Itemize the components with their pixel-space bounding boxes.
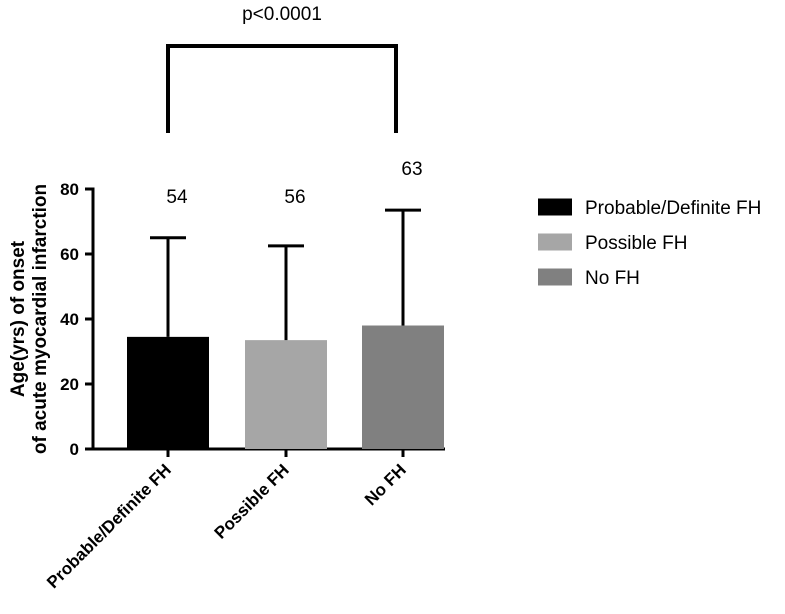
legend-swatch-2 bbox=[538, 268, 572, 286]
bar-2 bbox=[362, 325, 444, 449]
bars bbox=[127, 325, 444, 449]
significance-annotation: p<0.0001 bbox=[166, 4, 398, 133]
data-label-0: 54 bbox=[166, 187, 188, 208]
y-tick-label-4: 80 bbox=[60, 180, 79, 199]
y-tick-label-0: 0 bbox=[70, 440, 79, 459]
p-value-label: p<0.0001 bbox=[242, 4, 322, 25]
legend-label-1: Possible FH bbox=[585, 233, 687, 254]
y-axis-title-line-2: of acute myocardial infarction bbox=[30, 184, 51, 454]
x-tick-label-0: Probable/Definite FH bbox=[43, 460, 175, 592]
legend-swatch-0 bbox=[538, 198, 572, 216]
bar-0 bbox=[127, 336, 209, 449]
error-bars bbox=[150, 208, 421, 341]
legend-label-0: Probable/Definite FH bbox=[585, 198, 761, 219]
y-axis-title-line-1: Age(yrs) of onset bbox=[8, 240, 29, 397]
data-label-1: 56 bbox=[284, 187, 305, 208]
significance-bracket bbox=[166, 44, 398, 133]
legend: Probable/Definite FH Possible FH No FH bbox=[538, 198, 761, 289]
bar-1 bbox=[245, 340, 327, 449]
legend-swatch-1 bbox=[538, 233, 572, 251]
x-axis-ticks: Probable/Definite FH Possible FH No FH bbox=[43, 449, 410, 592]
x-tick-label-1: Possible FH bbox=[211, 460, 293, 542]
data-label-2: 63 bbox=[401, 159, 422, 180]
legend-label-2: No FH bbox=[585, 268, 640, 289]
data-labels: 54 56 63 bbox=[166, 159, 422, 208]
y-tick-label-1: 20 bbox=[60, 375, 79, 394]
y-axis-ticks: 0 20 40 60 80 bbox=[60, 180, 93, 459]
x-tick-label-2: No FH bbox=[361, 460, 410, 509]
y-tick-label-3: 60 bbox=[60, 245, 79, 264]
y-tick-label-2: 40 bbox=[60, 310, 79, 329]
y-axis-title: Age(yrs) of onset of acute myocardial in… bbox=[8, 184, 51, 454]
